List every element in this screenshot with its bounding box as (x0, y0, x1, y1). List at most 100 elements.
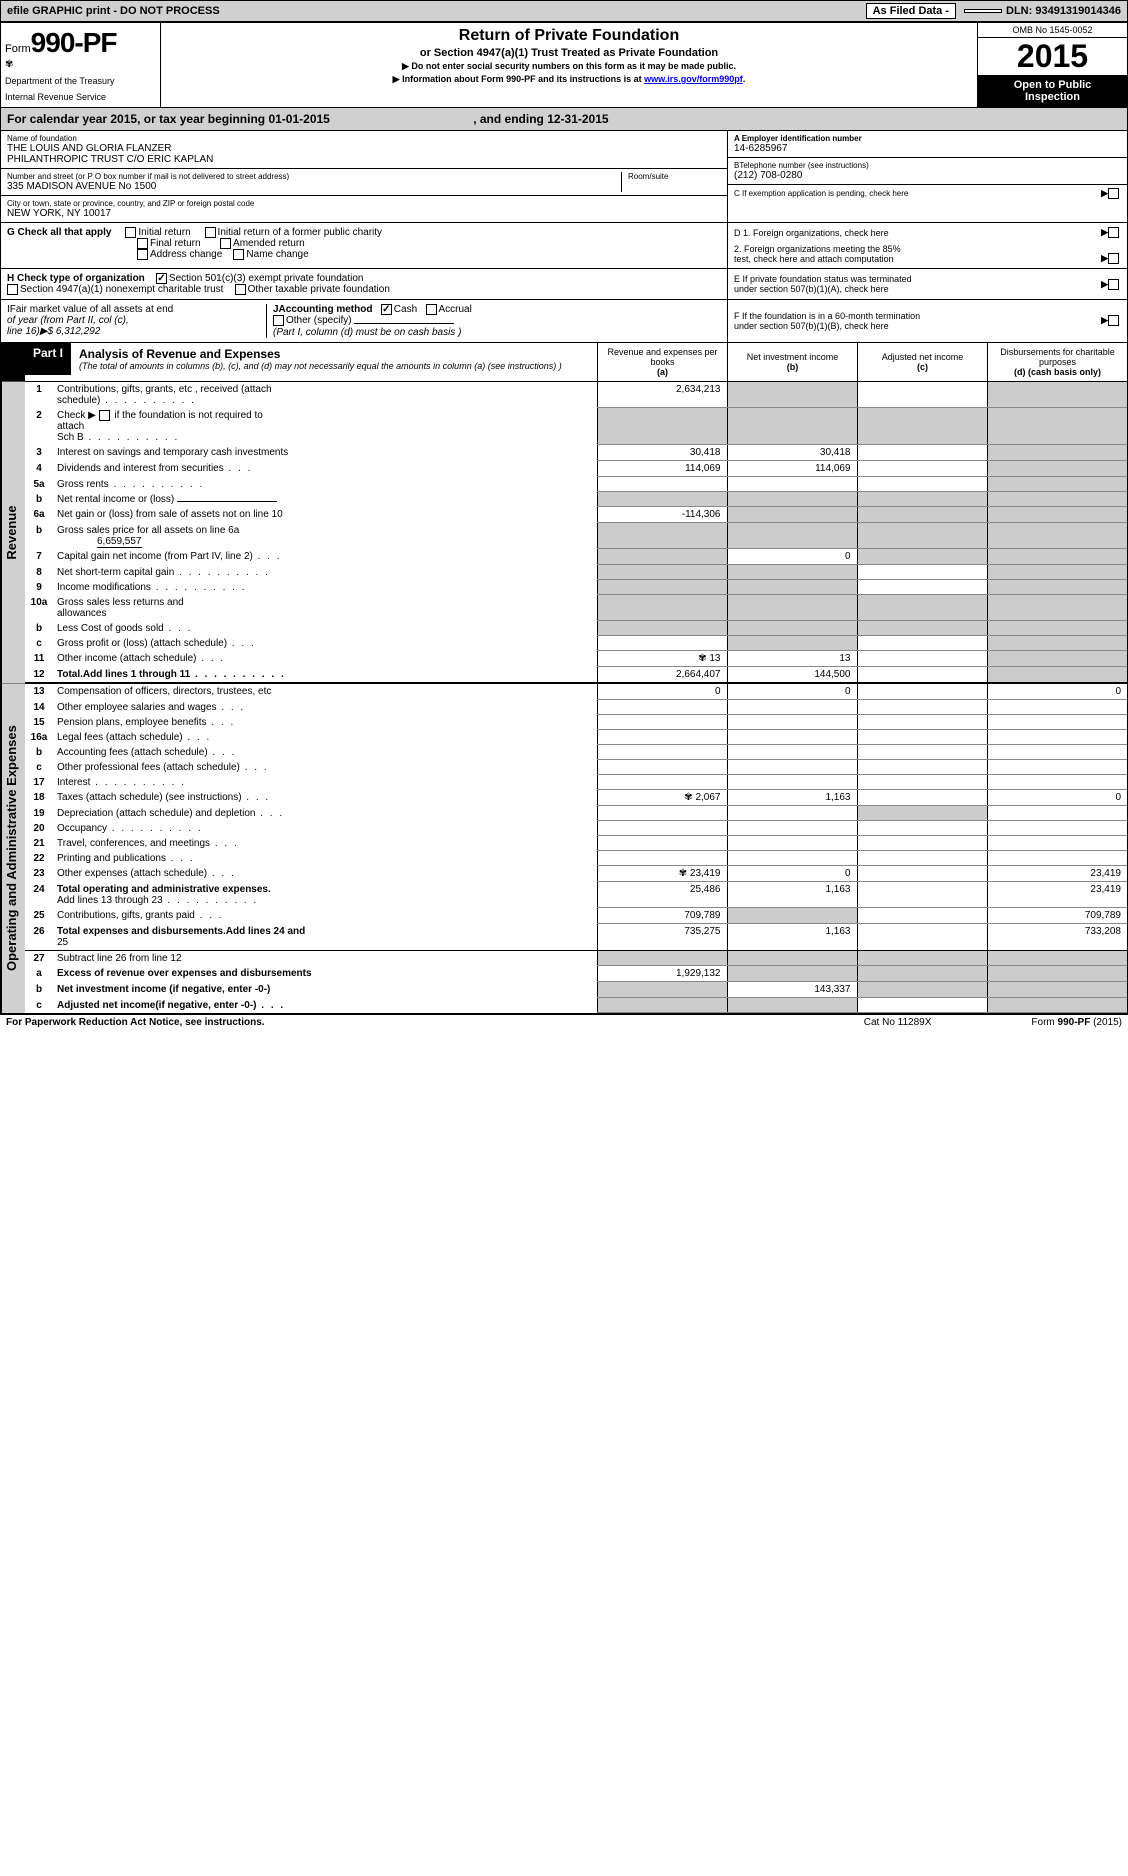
row-27: 27Subtract line 26 from line 12 (25, 950, 1127, 966)
attachment-icon[interactable]: ✾ (698, 653, 706, 664)
id-right: A Employer identification number 14-6285… (727, 131, 1127, 222)
f-right: F If the foundation is in a 60-month ter… (727, 300, 1127, 341)
omb-number: OMB No 1545-0052 (978, 23, 1127, 38)
row-10c: cGross profit or (loss) (attach schedule… (25, 636, 1127, 651)
phone-cell: BTelephone number (see instructions) (21… (728, 158, 1127, 185)
d2-checkbox[interactable] (1108, 253, 1119, 264)
form-main: Form990-PF ✾ Department of the Treasury … (0, 22, 1128, 1015)
open-line1: Open to Public (982, 79, 1123, 91)
row-1-d (987, 382, 1127, 408)
top-row: Form990-PF ✾ Department of the Treasury … (1, 23, 1127, 108)
form-title: Return of Private Foundation (165, 27, 973, 45)
year-col: OMB No 1545-0052 2015 Open to Public Ins… (977, 23, 1127, 107)
row-23: 23Other expenses (attach schedule)✾ 23,4… (25, 866, 1127, 882)
g-amended-checkbox[interactable] (220, 238, 231, 249)
asfile-box: As Filed Data - (866, 3, 956, 19)
part1-desc: Part I Analysis of Revenue and Expenses … (25, 343, 597, 381)
note2-pre: ▶ Information about Form 990-PF and its … (393, 74, 644, 84)
open-public: Open to Public Inspection (978, 75, 1127, 107)
cal-end: 12-31-2015 (547, 112, 608, 126)
form-number: Form990-PF (5, 27, 156, 59)
arrow-icon: ▶ (1101, 188, 1108, 199)
row-19: 19Depreciation (attach schedule) and dep… (25, 806, 1127, 821)
g-initial-former-checkbox[interactable] (205, 227, 216, 238)
f-checkbox[interactable] (1108, 315, 1119, 326)
row-16a: 16aLegal fees (attach schedule) (25, 730, 1127, 745)
arrow-icon: ▶ (1101, 227, 1108, 238)
row-2-checkbox[interactable] (99, 410, 110, 421)
d2a-label: 2. Foreign organizations meeting the 85% (734, 244, 1101, 254)
row-5b: bNet rental income or (loss) (25, 492, 1127, 507)
e-checkbox[interactable] (1108, 279, 1119, 290)
section-ij-row: IFair market value of all assets at end … (1, 300, 1127, 342)
phone-label: BTelephone number (see instructions) (734, 161, 1121, 170)
row-5b-line (177, 501, 277, 502)
row-7: 7Capital gain net income (from Part IV, … (25, 549, 1127, 565)
identification-row: Name of foundation THE LOUIS AND GLORIA … (1, 131, 1127, 223)
j-note: (Part I, column (d) must be on cash basi… (273, 327, 461, 338)
j-accrual-checkbox[interactable] (426, 304, 437, 315)
h-o1: Section 501(c)(3) exempt private foundat… (169, 273, 364, 284)
g-address-checkbox[interactable] (137, 249, 148, 260)
j-o1: Cash (394, 304, 417, 315)
g-o1: Initial return (138, 227, 190, 238)
h-o3: Other taxable private foundation (248, 284, 390, 295)
name-1: THE LOUIS AND GLORIA FLANZER (7, 143, 721, 154)
row-3: 3Interest on savings and temporary cash … (25, 445, 1127, 461)
j-other-line (354, 323, 454, 324)
row-1-a: 2,634,213 (597, 382, 727, 408)
row-27a: aExcess of revenue over expenses and dis… (25, 966, 1127, 982)
revenue-table: 1Contributions, gifts, grants, etc , rec… (25, 382, 1127, 684)
row-6a: 6aNet gain or (loss) from sale of assets… (25, 507, 1127, 523)
arrow-icon: ▶ (1101, 253, 1108, 264)
col-b-header: Net investment income(b) (727, 343, 857, 381)
h-501c3-checkbox[interactable]: ✓ (156, 273, 167, 284)
row-16b: bAccounting fees (attach schedule) (25, 745, 1127, 760)
h-other-checkbox[interactable] (235, 284, 246, 295)
irs-link[interactable]: www.irs.gov/form990pf (644, 74, 743, 84)
addr-label: Number and street (or P O box number if … (7, 172, 621, 181)
dept-treasury: Department of the Treasury (5, 76, 156, 86)
col-c-text: Adjusted net income (882, 352, 964, 362)
row-20: 20Occupancy (25, 821, 1127, 836)
row-15: 15Pension plans, employee benefits (25, 715, 1127, 730)
g-initial-checkbox[interactable] (125, 227, 136, 238)
e-right: E If private foundation status was termi… (727, 269, 1127, 299)
d1-checkbox[interactable] (1108, 227, 1119, 238)
foundation-name-cell: Name of foundation THE LOUIS AND GLORIA … (1, 131, 727, 169)
city-val: NEW YORK, NY 10017 (7, 208, 721, 219)
j-label: JAccounting method (273, 304, 372, 315)
g-left: G Check all that apply Initial return In… (1, 223, 727, 268)
row-1-d2: schedule) (57, 395, 196, 406)
expenses-section: Operating and Administrative Expenses 13… (1, 684, 1127, 1014)
row-1-c (857, 382, 987, 408)
d1-label: D 1. Foreign organizations, check here (734, 228, 1101, 238)
g-final-checkbox[interactable] (137, 238, 148, 249)
row-6b: bGross sales price for all assets on lin… (25, 523, 1127, 549)
row-1-b (727, 382, 857, 408)
row-26: 26Total expenses and disbursements.Add l… (25, 924, 1127, 951)
exemption-checkbox[interactable] (1108, 188, 1119, 199)
exemption-cell: C If exemption application is pending, c… (728, 185, 1127, 202)
j-cash-checkbox[interactable]: ✓ (381, 304, 392, 315)
note2-post: . (743, 74, 746, 84)
col-a-header: Revenue and expenses per books(a) (597, 343, 727, 381)
attachment-icon[interactable]: ✾ (684, 792, 692, 803)
arrow-icon: ▶ (1101, 279, 1108, 290)
col-b-text: Net investment income (747, 352, 839, 362)
g-name-checkbox[interactable] (233, 249, 244, 260)
attachment-icon[interactable]: ✾ (679, 868, 687, 879)
d-right: D 1. Foreign organizations, check here ▶… (727, 223, 1127, 268)
h-4947-checkbox[interactable] (7, 284, 18, 295)
name-2: PHILANTHROPIC TRUST C/O ERIC KAPLAN (7, 154, 721, 165)
col-a-text: Revenue and expenses per books (607, 347, 717, 367)
col-d-header: Disbursements for charitable purposes(d)… (987, 343, 1127, 381)
form-990pf: 990-PF (31, 27, 117, 58)
j-other-checkbox[interactable] (273, 315, 284, 326)
revenue-tab: Revenue (1, 382, 25, 684)
efile-text: efile GRAPHIC print - DO NOT PROCESS (7, 5, 862, 17)
row-2: 2Check ▶ if the foundation is not requir… (25, 408, 1127, 445)
col-d-text: Disbursements for charitable purposes (1000, 347, 1115, 367)
form-note-2: ▶ Information about Form 990-PF and its … (165, 74, 973, 85)
row-24: 24Total operating and administrative exp… (25, 882, 1127, 908)
